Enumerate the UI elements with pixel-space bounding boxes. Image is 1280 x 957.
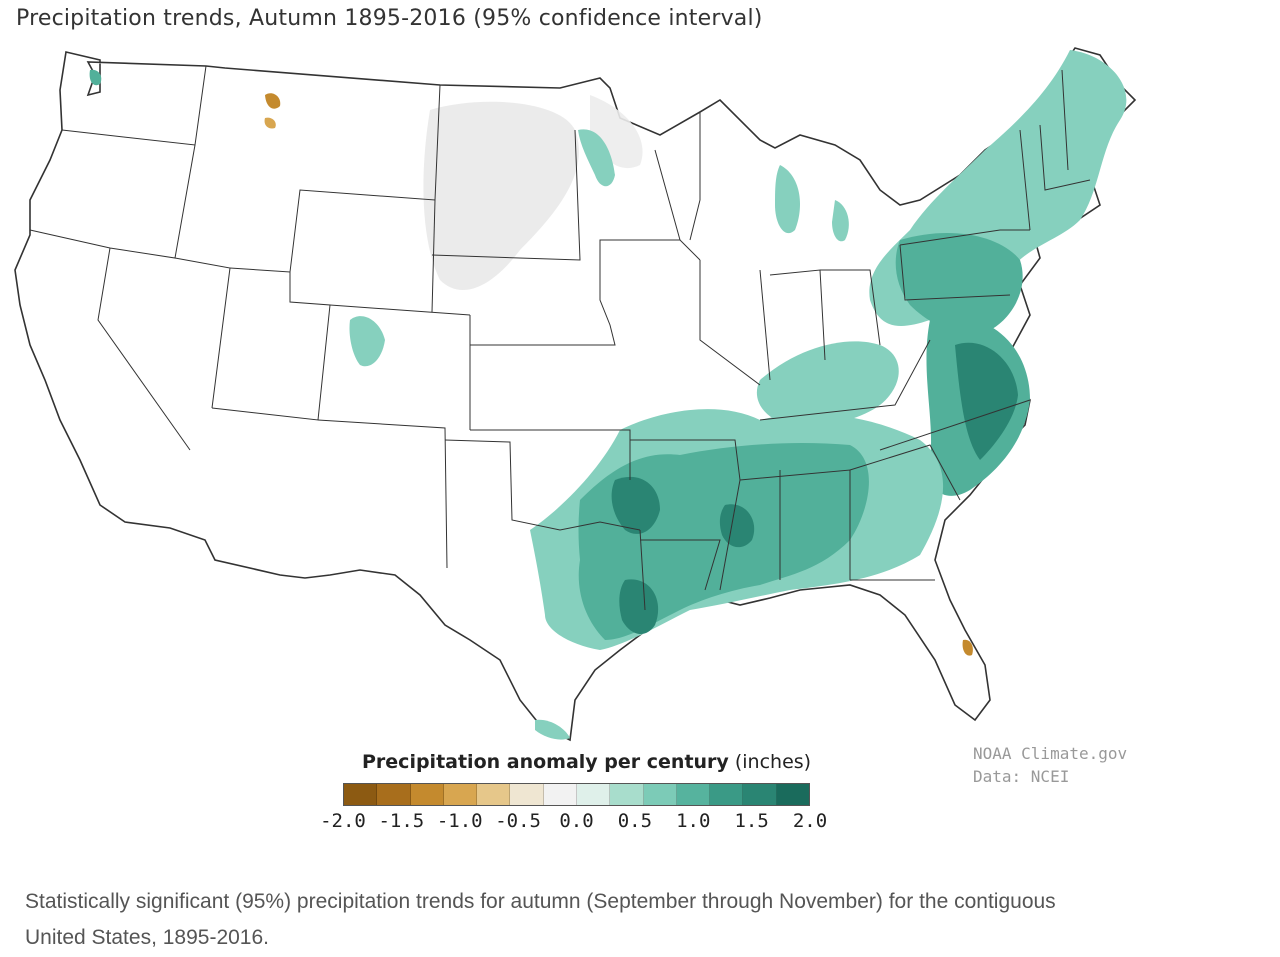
legend-swatch xyxy=(743,784,777,805)
legend-swatch xyxy=(510,784,544,805)
wet-patch-tx-coast xyxy=(535,719,570,740)
credit-data: Data: NCEI xyxy=(973,767,1070,786)
legend-tick-label: 1.5 xyxy=(734,810,769,832)
wet-patch-la-dark xyxy=(619,579,659,635)
wet-patch-ohio-valley xyxy=(756,341,899,427)
legend-swatch xyxy=(477,784,511,805)
wet-patch-michigan xyxy=(775,165,800,234)
figure-caption: Statistically significant (95%) precipit… xyxy=(25,890,1056,949)
wet-patch-colorado xyxy=(349,316,385,367)
neutral-patch-plains xyxy=(423,101,579,290)
legend-tick-label: -0.5 xyxy=(495,810,542,832)
legend-title: Precipitation anomaly per century (inche… xyxy=(362,751,811,773)
legend-title-unit: (inches) xyxy=(734,751,812,773)
legend-swatch xyxy=(377,784,411,805)
credit-block: NOAA Climate.gov Data: NCEI xyxy=(973,742,1127,788)
legend-tick-label: 0.0 xyxy=(559,810,594,832)
map-title: Precipitation trends, Autumn 1895-2016 (… xyxy=(16,6,763,31)
legend-swatch xyxy=(676,784,711,805)
legend-title-main: Precipitation anomaly per century xyxy=(362,751,729,773)
legend-tick-label: 0.5 xyxy=(617,810,653,832)
wet-patch-south-dark xyxy=(611,476,660,534)
legend-swatch xyxy=(543,784,577,805)
legend-tick-label: -2.0 xyxy=(320,810,366,832)
state-boundaries xyxy=(29,65,1091,611)
wet-patch-wa xyxy=(89,69,102,86)
legend-tick-label: 1.0 xyxy=(676,810,711,832)
legend-swatch xyxy=(610,784,644,805)
legend-swatch xyxy=(344,784,378,805)
legend-swatch xyxy=(443,784,478,805)
legend-swatch xyxy=(776,784,809,805)
wet-patch-va-dark xyxy=(955,342,1018,460)
wet-patch-mi-east xyxy=(832,200,849,242)
dry-patch-montana xyxy=(265,93,281,109)
legend-swatch xyxy=(643,784,677,805)
wet-patch-ms-dark xyxy=(719,504,755,548)
dry-patch-florida xyxy=(962,639,973,656)
precip-trend-areas xyxy=(89,50,1127,740)
credit-source: NOAA Climate.gov xyxy=(973,744,1128,763)
legend-color-bar xyxy=(343,783,810,806)
legend-swatch xyxy=(410,784,444,805)
legend-tick-label: -1.5 xyxy=(378,810,425,832)
legend-tick-label: -1.0 xyxy=(436,810,483,832)
legend-tick-label: 2.0 xyxy=(792,810,828,832)
legend-swatch xyxy=(576,784,611,805)
wet-patch-mid-atlantic xyxy=(895,232,1023,334)
legend-swatch xyxy=(710,784,744,805)
wet-patch-mn-north xyxy=(578,129,615,187)
dry-patch-montana-2 xyxy=(264,117,276,129)
